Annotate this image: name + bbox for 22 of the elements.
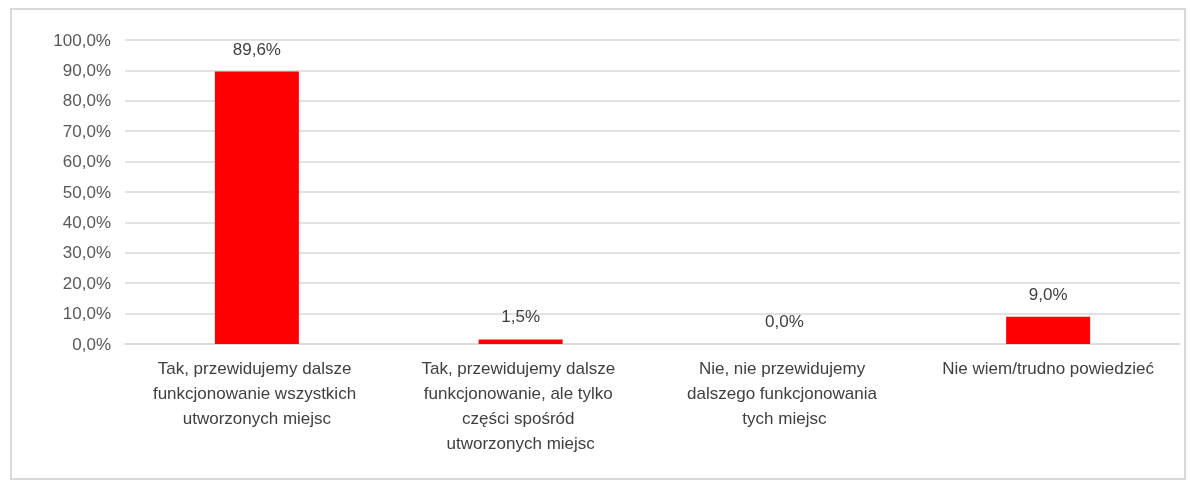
y-tick-label: 60,0% xyxy=(62,152,111,172)
y-tick-label: 70,0% xyxy=(62,121,111,141)
y-tick-label: 0,0% xyxy=(72,334,111,354)
bar xyxy=(1006,316,1091,344)
y-tick-label: 100,0% xyxy=(53,30,111,50)
y-tick-label: 30,0% xyxy=(62,243,111,263)
x-tick-label: Nie wiem/trudno powiedzieć xyxy=(942,359,1155,378)
y-tick-label: 50,0% xyxy=(62,182,111,202)
data-label: 1,5% xyxy=(501,307,540,327)
bar xyxy=(478,339,563,344)
y-tick-label: 10,0% xyxy=(62,304,111,324)
x-tick-label: Tak, przewidujemy dalsze funkcjonowanie wszystkich utworzonych miejsc xyxy=(152,359,361,428)
x-tick-label: Nie, nie przewidujemy dalszego funkcjonowania tych miejsc xyxy=(687,359,882,428)
data-label: 0,0% xyxy=(765,312,804,331)
data-label: 9,0% xyxy=(1028,284,1068,304)
y-tick-label: 80,0% xyxy=(62,91,111,111)
y-tick-label: 20,0% xyxy=(62,273,111,293)
y-tick-label: 40,0% xyxy=(62,212,111,232)
y-tick-label: 90,0% xyxy=(62,60,111,80)
bar xyxy=(214,71,299,344)
x-tick-label: Tak, przewidujemy dalsze funkcjonowanie, ale tylko części spośród utworzonych miejsc xyxy=(421,359,620,453)
data-label: 89,6% xyxy=(232,39,281,59)
